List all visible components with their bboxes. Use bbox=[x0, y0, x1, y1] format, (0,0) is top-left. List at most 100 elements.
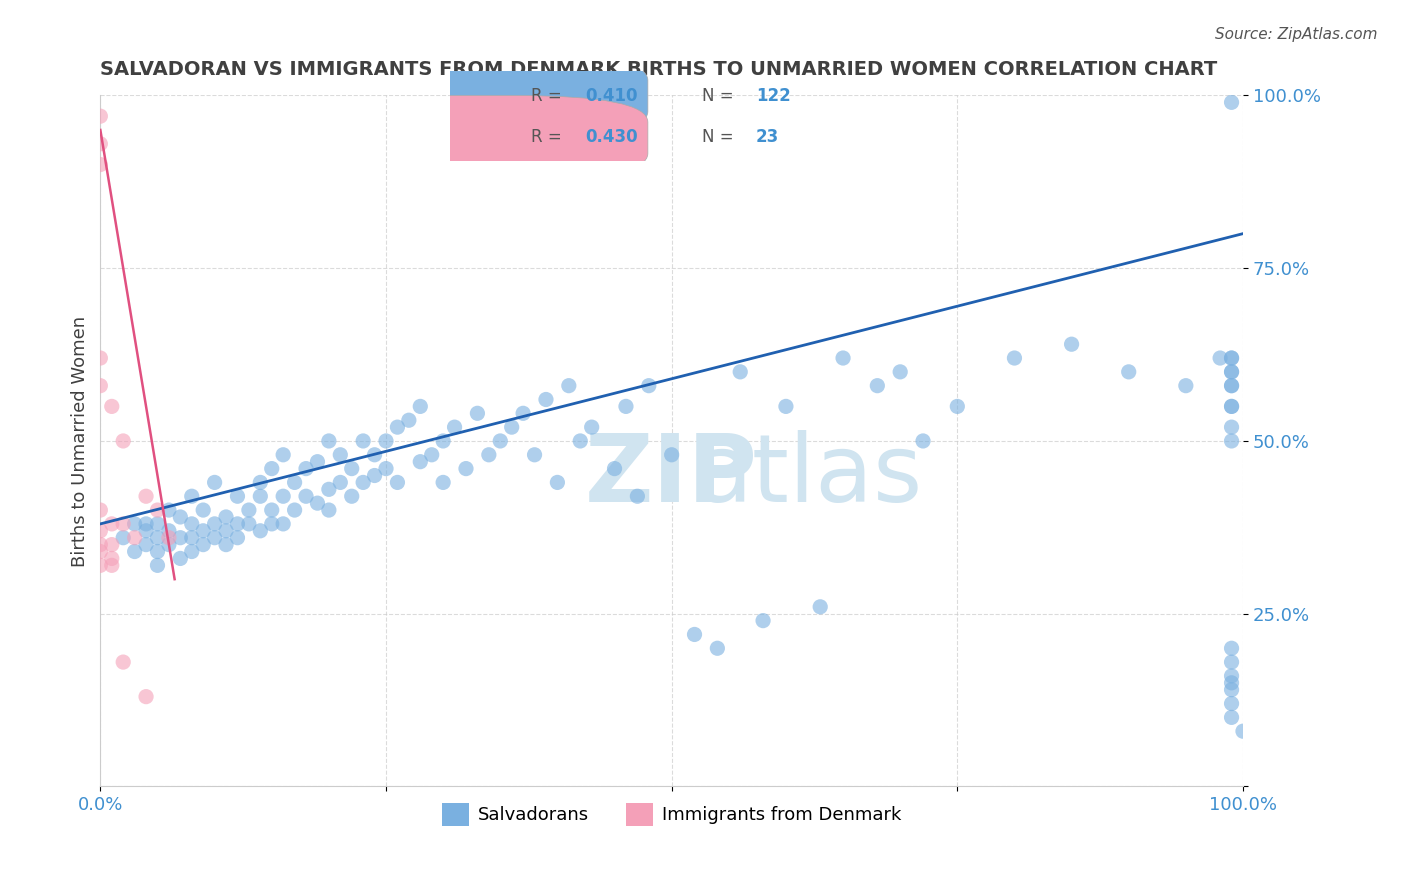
Point bbox=[295, 489, 318, 503]
Point bbox=[157, 531, 180, 545]
Point bbox=[523, 448, 546, 462]
Point bbox=[558, 378, 581, 392]
Point bbox=[193, 503, 215, 517]
Point bbox=[512, 406, 534, 420]
Point bbox=[1220, 697, 1243, 711]
FancyBboxPatch shape bbox=[323, 95, 648, 180]
Point bbox=[260, 503, 283, 517]
Point bbox=[260, 516, 283, 531]
Legend: Salvadorans, Immigrants from Denmark: Salvadorans, Immigrants from Denmark bbox=[434, 797, 908, 833]
Text: N =: N = bbox=[702, 128, 738, 146]
Point bbox=[307, 496, 329, 510]
Point bbox=[340, 461, 363, 475]
Point bbox=[1220, 365, 1243, 379]
Point bbox=[124, 516, 146, 531]
Text: 0.430: 0.430 bbox=[585, 128, 637, 146]
Point bbox=[626, 489, 648, 503]
Point bbox=[420, 448, 443, 462]
Point bbox=[89, 378, 111, 392]
Point bbox=[169, 551, 191, 566]
Point bbox=[1220, 641, 1243, 656]
Point bbox=[352, 434, 374, 448]
Point bbox=[89, 136, 111, 151]
Point bbox=[1060, 337, 1083, 351]
Point bbox=[146, 503, 169, 517]
Point bbox=[101, 400, 124, 414]
Point bbox=[1118, 365, 1140, 379]
Point bbox=[1220, 682, 1243, 697]
Point bbox=[467, 406, 489, 420]
Point bbox=[1220, 378, 1243, 392]
Point bbox=[1220, 655, 1243, 669]
Point bbox=[307, 455, 329, 469]
Point bbox=[135, 516, 157, 531]
Point bbox=[249, 489, 271, 503]
Point bbox=[443, 420, 465, 434]
Point bbox=[295, 461, 318, 475]
Point bbox=[683, 627, 706, 641]
Point bbox=[112, 531, 135, 545]
Point bbox=[808, 599, 831, 614]
Point bbox=[135, 489, 157, 503]
Point bbox=[157, 524, 180, 538]
Point bbox=[89, 524, 111, 538]
Point bbox=[534, 392, 557, 407]
Point bbox=[478, 448, 501, 462]
Text: 122: 122 bbox=[756, 87, 790, 105]
Point bbox=[1220, 434, 1243, 448]
Point bbox=[135, 524, 157, 538]
Point bbox=[101, 538, 124, 552]
Point bbox=[501, 420, 523, 434]
Point bbox=[101, 551, 124, 566]
Point bbox=[180, 516, 202, 531]
Point bbox=[1220, 710, 1243, 724]
Point bbox=[398, 413, 420, 427]
Point bbox=[249, 475, 271, 490]
Point bbox=[89, 538, 111, 552]
Point bbox=[340, 489, 363, 503]
Point bbox=[432, 475, 454, 490]
Point bbox=[89, 544, 111, 558]
Point bbox=[489, 434, 512, 448]
Point bbox=[215, 524, 238, 538]
Point bbox=[226, 489, 249, 503]
Point bbox=[89, 558, 111, 573]
Point bbox=[1220, 420, 1243, 434]
Point bbox=[1209, 351, 1232, 365]
Point bbox=[89, 351, 111, 365]
Point bbox=[866, 378, 889, 392]
Point bbox=[363, 448, 385, 462]
Point bbox=[661, 448, 683, 462]
Point bbox=[1004, 351, 1026, 365]
Point bbox=[387, 420, 409, 434]
Point bbox=[238, 516, 260, 531]
Point bbox=[329, 448, 352, 462]
Point bbox=[706, 641, 728, 656]
Point bbox=[169, 531, 191, 545]
Point bbox=[112, 434, 135, 448]
Point bbox=[180, 544, 202, 558]
Point bbox=[204, 475, 226, 490]
Point bbox=[193, 524, 215, 538]
Text: N =: N = bbox=[702, 87, 738, 105]
Point bbox=[124, 531, 146, 545]
Point bbox=[728, 365, 751, 379]
Point bbox=[271, 516, 294, 531]
Point bbox=[432, 434, 454, 448]
Point bbox=[1220, 675, 1243, 690]
Point bbox=[581, 420, 603, 434]
Point bbox=[946, 400, 969, 414]
Text: 23: 23 bbox=[756, 128, 779, 146]
Point bbox=[284, 503, 307, 517]
Point bbox=[284, 475, 307, 490]
Text: R =: R = bbox=[531, 128, 567, 146]
Point bbox=[204, 531, 226, 545]
Point bbox=[169, 510, 191, 524]
Point bbox=[157, 538, 180, 552]
Y-axis label: Births to Unmarried Women: Births to Unmarried Women bbox=[72, 316, 89, 566]
Point bbox=[112, 516, 135, 531]
Point bbox=[89, 157, 111, 171]
Point bbox=[1220, 378, 1243, 392]
Point bbox=[260, 461, 283, 475]
Point bbox=[387, 475, 409, 490]
